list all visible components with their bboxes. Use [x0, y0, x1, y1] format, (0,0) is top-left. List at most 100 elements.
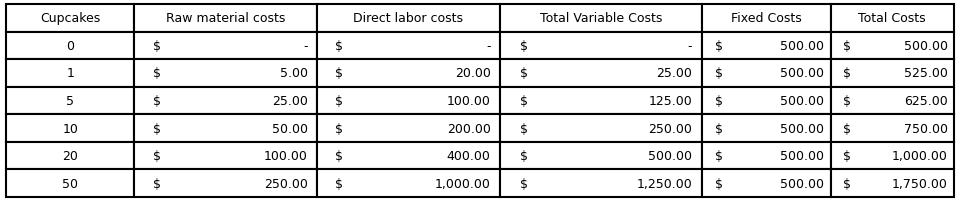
- Text: 0: 0: [66, 40, 74, 53]
- Bar: [6, 60, 134, 87]
- Bar: [830, 87, 954, 115]
- Text: 5.00: 5.00: [280, 67, 308, 80]
- Bar: [500, 170, 702, 197]
- Bar: [317, 87, 500, 115]
- Text: -: -: [486, 40, 491, 53]
- Bar: [6, 142, 134, 170]
- Bar: [702, 142, 830, 170]
- Bar: [6, 170, 134, 197]
- Text: 250.00: 250.00: [648, 122, 692, 135]
- Text: 500.00: 500.00: [780, 149, 824, 162]
- Text: Total Costs: Total Costs: [858, 12, 926, 25]
- Bar: [6, 32, 134, 60]
- Text: 500.00: 500.00: [780, 177, 824, 190]
- Bar: [134, 142, 317, 170]
- Text: -: -: [303, 40, 308, 53]
- Text: 10: 10: [62, 122, 78, 135]
- Bar: [702, 115, 830, 142]
- Bar: [500, 5, 702, 32]
- Text: Cupcakes: Cupcakes: [40, 12, 100, 25]
- Text: 750.00: 750.00: [903, 122, 948, 135]
- Text: 250.00: 250.00: [264, 177, 308, 190]
- Text: Direct labor costs: Direct labor costs: [353, 12, 464, 25]
- Text: 400.00: 400.00: [446, 149, 491, 162]
- Text: $: $: [715, 149, 723, 162]
- Text: Fixed Costs: Fixed Costs: [731, 12, 802, 25]
- Text: 1,000.00: 1,000.00: [892, 149, 948, 162]
- Bar: [830, 60, 954, 87]
- Bar: [134, 115, 317, 142]
- Text: $: $: [153, 177, 160, 190]
- Text: $: $: [153, 40, 160, 53]
- Bar: [702, 87, 830, 115]
- Text: 625.00: 625.00: [904, 95, 948, 107]
- Text: 1: 1: [66, 67, 74, 80]
- Bar: [500, 32, 702, 60]
- Text: 1,250.00: 1,250.00: [636, 177, 692, 190]
- Text: $: $: [335, 177, 344, 190]
- Text: $: $: [520, 95, 528, 107]
- Text: 1,750.00: 1,750.00: [892, 177, 948, 190]
- Text: $: $: [843, 149, 851, 162]
- Bar: [830, 115, 954, 142]
- Text: 500.00: 500.00: [648, 149, 692, 162]
- Bar: [6, 115, 134, 142]
- Bar: [317, 115, 500, 142]
- Text: $: $: [715, 67, 723, 80]
- Text: -: -: [687, 40, 692, 53]
- Text: $: $: [843, 40, 851, 53]
- Bar: [317, 170, 500, 197]
- Text: 5: 5: [66, 95, 74, 107]
- Text: $: $: [715, 122, 723, 135]
- Text: $: $: [153, 149, 160, 162]
- Text: $: $: [153, 122, 160, 135]
- Text: $: $: [335, 67, 344, 80]
- Bar: [134, 87, 317, 115]
- Text: Total Variable Costs: Total Variable Costs: [540, 12, 662, 25]
- Text: 500.00: 500.00: [780, 95, 824, 107]
- Text: 100.00: 100.00: [446, 95, 491, 107]
- Text: 50: 50: [62, 177, 78, 190]
- Bar: [6, 5, 134, 32]
- Text: 1,000.00: 1,000.00: [435, 177, 491, 190]
- Text: $: $: [715, 177, 723, 190]
- Text: 25.00: 25.00: [657, 67, 692, 80]
- Text: $: $: [520, 40, 528, 53]
- Text: 500.00: 500.00: [780, 40, 824, 53]
- Bar: [702, 5, 830, 32]
- Bar: [317, 142, 500, 170]
- Text: 525.00: 525.00: [904, 67, 948, 80]
- Bar: [134, 32, 317, 60]
- Bar: [830, 170, 954, 197]
- Text: 500.00: 500.00: [780, 122, 824, 135]
- Text: $: $: [843, 95, 851, 107]
- Bar: [317, 5, 500, 32]
- Bar: [500, 60, 702, 87]
- Text: Raw material costs: Raw material costs: [166, 12, 285, 25]
- Text: $: $: [520, 149, 528, 162]
- Bar: [6, 87, 134, 115]
- Bar: [134, 60, 317, 87]
- Bar: [134, 170, 317, 197]
- Text: $: $: [520, 122, 528, 135]
- Text: 200.00: 200.00: [446, 122, 491, 135]
- Text: 500.00: 500.00: [780, 67, 824, 80]
- Text: 20.00: 20.00: [455, 67, 491, 80]
- Bar: [500, 115, 702, 142]
- Text: $: $: [715, 95, 723, 107]
- Bar: [830, 142, 954, 170]
- Text: $: $: [520, 67, 528, 80]
- Text: 100.00: 100.00: [264, 149, 308, 162]
- Bar: [702, 60, 830, 87]
- Bar: [830, 32, 954, 60]
- Text: $: $: [843, 122, 851, 135]
- Text: $: $: [335, 149, 344, 162]
- Text: $: $: [335, 40, 344, 53]
- Text: $: $: [153, 95, 160, 107]
- Text: 125.00: 125.00: [648, 95, 692, 107]
- Text: $: $: [843, 177, 851, 190]
- Text: 25.00: 25.00: [272, 95, 308, 107]
- Text: $: $: [520, 177, 528, 190]
- Bar: [134, 5, 317, 32]
- Text: $: $: [843, 67, 851, 80]
